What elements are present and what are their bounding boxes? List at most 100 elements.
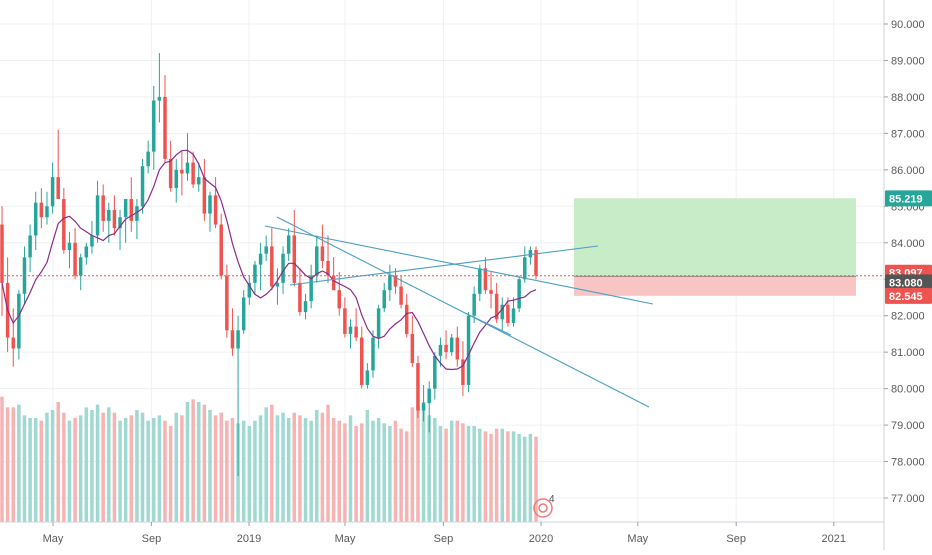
candle-body[interactable] bbox=[309, 275, 313, 302]
candle-body[interactable] bbox=[331, 275, 336, 291]
candle-body[interactable] bbox=[421, 403, 426, 411]
candle-body[interactable] bbox=[241, 297, 246, 331]
candle-body[interactable] bbox=[270, 246, 274, 287]
candle-body[interactable] bbox=[157, 96, 162, 101]
candle-body[interactable] bbox=[56, 177, 60, 200]
candle-body[interactable] bbox=[129, 199, 134, 221]
candle-body[interactable] bbox=[168, 158, 173, 189]
candle-body[interactable] bbox=[416, 363, 420, 411]
candle-body[interactable] bbox=[472, 293, 476, 316]
candle-body[interactable] bbox=[326, 261, 330, 276]
candle-body[interactable] bbox=[343, 308, 347, 334]
candle-body[interactable] bbox=[146, 151, 150, 167]
candle-body[interactable] bbox=[78, 257, 83, 276]
candle-body[interactable] bbox=[461, 359, 465, 385]
candle-body[interactable] bbox=[247, 282, 252, 298]
candle-body[interactable] bbox=[112, 209, 117, 229]
candle-body[interactable] bbox=[230, 330, 235, 349]
candle-body[interactable] bbox=[393, 275, 398, 287]
candle-body[interactable] bbox=[528, 250, 533, 258]
candle-body[interactable] bbox=[50, 177, 55, 207]
candle-body[interactable] bbox=[11, 337, 15, 349]
candle-body[interactable] bbox=[348, 326, 353, 334]
candle-body[interactable] bbox=[39, 202, 44, 218]
candle-body[interactable] bbox=[410, 333, 415, 364]
candle-body[interactable] bbox=[478, 268, 482, 294]
candle-body[interactable] bbox=[292, 235, 297, 283]
candle-body[interactable] bbox=[534, 250, 538, 276]
candle-body[interactable] bbox=[494, 293, 499, 320]
candle-body[interactable] bbox=[17, 293, 21, 349]
candle-body[interactable] bbox=[258, 253, 263, 265]
candle-body[interactable] bbox=[466, 315, 471, 385]
candle-body[interactable] bbox=[33, 202, 38, 236]
candle-body[interactable] bbox=[286, 235, 291, 254]
candle-body[interactable] bbox=[337, 290, 342, 309]
target-zone[interactable] bbox=[574, 198, 856, 277]
candle-body[interactable] bbox=[174, 169, 178, 189]
candle-body[interactable] bbox=[517, 279, 521, 309]
candle-body[interactable] bbox=[298, 282, 302, 313]
candle-body[interactable] bbox=[123, 199, 128, 218]
candle-body[interactable] bbox=[185, 162, 190, 174]
candle-body[interactable] bbox=[281, 253, 285, 283]
candle-body[interactable] bbox=[253, 264, 257, 283]
candle-body[interactable] bbox=[135, 206, 139, 221]
candle-body[interactable] bbox=[264, 246, 268, 254]
candle-body[interactable] bbox=[84, 246, 89, 258]
trendline[interactable] bbox=[276, 216, 650, 408]
candle-body[interactable] bbox=[303, 301, 308, 313]
candle-body[interactable] bbox=[275, 282, 280, 287]
candle-body[interactable] bbox=[95, 195, 100, 236]
candle-body[interactable] bbox=[152, 100, 156, 152]
candle-body[interactable] bbox=[180, 169, 184, 174]
candle-body[interactable] bbox=[438, 344, 443, 356]
candle-body[interactable] bbox=[208, 195, 212, 214]
candle-body[interactable] bbox=[107, 209, 111, 221]
candle-body[interactable] bbox=[28, 235, 32, 258]
candle-body[interactable] bbox=[320, 246, 325, 261]
candle-body[interactable] bbox=[213, 195, 218, 225]
candle-body[interactable] bbox=[191, 162, 195, 185]
candle-body[interactable] bbox=[118, 217, 122, 229]
candle-body[interactable] bbox=[433, 355, 437, 389]
trendline[interactable] bbox=[464, 312, 512, 336]
candle-body[interactable] bbox=[404, 304, 409, 334]
candle-body[interactable] bbox=[196, 177, 201, 185]
candle-body[interactable] bbox=[376, 308, 381, 338]
candle-body[interactable] bbox=[219, 224, 223, 276]
candle-body[interactable] bbox=[225, 275, 229, 331]
candle-body[interactable] bbox=[0, 224, 4, 283]
candle-body[interactable] bbox=[506, 304, 510, 323]
stop-zone[interactable] bbox=[574, 276, 856, 296]
candle-body[interactable] bbox=[399, 286, 403, 305]
candle-body[interactable] bbox=[427, 388, 431, 404]
candle-body[interactable] bbox=[202, 177, 207, 214]
candle-body[interactable] bbox=[140, 166, 145, 207]
candle-body[interactable] bbox=[315, 246, 319, 276]
candle-body[interactable] bbox=[382, 290, 386, 309]
candle-body[interactable] bbox=[67, 242, 72, 251]
trendline[interactable] bbox=[289, 245, 599, 286]
trendline[interactable] bbox=[264, 225, 654, 305]
candle-body[interactable] bbox=[365, 370, 370, 385]
candle-body[interactable] bbox=[163, 96, 167, 159]
candle-body[interactable] bbox=[45, 206, 49, 218]
candle-body[interactable] bbox=[489, 290, 493, 294]
candle-body[interactable] bbox=[90, 235, 94, 247]
candle-body[interactable] bbox=[371, 337, 375, 371]
candle-body[interactable] bbox=[523, 257, 527, 280]
candle-body[interactable] bbox=[73, 242, 77, 276]
candle-body[interactable] bbox=[62, 199, 66, 251]
candle-body[interactable] bbox=[388, 275, 392, 291]
candle-body[interactable] bbox=[101, 195, 105, 221]
candle-body[interactable] bbox=[511, 308, 516, 323]
candle-body[interactable] bbox=[236, 330, 240, 349]
candle-body[interactable] bbox=[483, 268, 488, 291]
candle-body[interactable] bbox=[354, 326, 358, 338]
candle-body[interactable] bbox=[444, 344, 448, 353]
candle-body[interactable] bbox=[500, 304, 505, 320]
candle-body[interactable] bbox=[449, 337, 454, 353]
